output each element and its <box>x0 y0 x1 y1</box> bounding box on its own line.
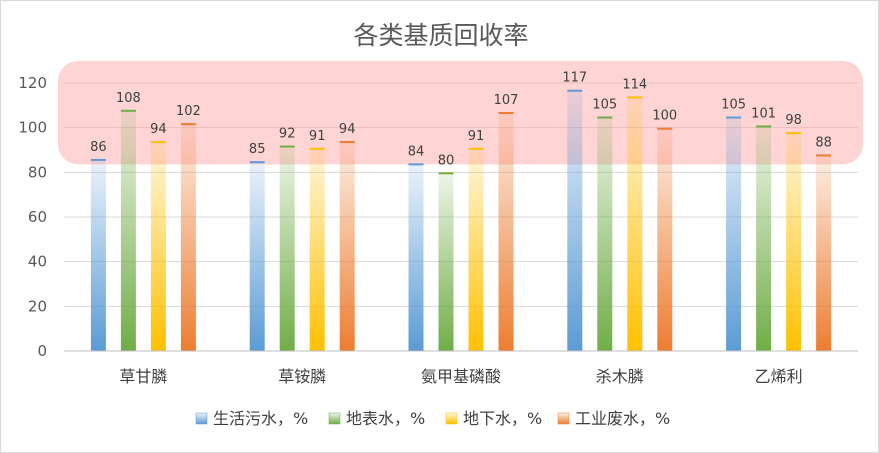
data-label: 114 <box>622 77 647 92</box>
bar <box>567 89 583 351</box>
data-label: 102 <box>176 104 201 119</box>
data-label: 105 <box>592 98 617 113</box>
legend-label: 地下水，% <box>463 409 542 428</box>
bar-cap <box>567 89 583 92</box>
bar <box>786 132 802 351</box>
data-label: 94 <box>339 122 356 137</box>
data-label: 98 <box>785 113 802 128</box>
bar-cap <box>309 147 325 150</box>
y-tick-label: 60 <box>28 208 47 226</box>
data-label: 92 <box>279 127 296 142</box>
bar-cap <box>438 172 454 175</box>
x-tick-label: 乙烯利 <box>755 367 803 386</box>
x-tick-label: 杀木膦 <box>596 367 644 386</box>
x-tick-label: 氨甲基磷酸 <box>421 367 501 386</box>
bar-cap <box>786 132 802 135</box>
bar <box>180 123 196 351</box>
data-label: 117 <box>562 71 587 86</box>
data-label: 84 <box>408 144 425 159</box>
bar-cap <box>726 116 742 119</box>
data-label: 107 <box>494 93 519 108</box>
bar <box>597 116 613 351</box>
bar-cap <box>150 141 166 144</box>
data-label: 88 <box>815 135 832 150</box>
bar-cap <box>249 161 265 164</box>
bar-cap <box>756 125 772 128</box>
legend-label: 地表水，% <box>346 409 425 428</box>
data-label: 91 <box>309 129 326 144</box>
bar-cap <box>90 158 106 161</box>
y-tick-label: 120 <box>18 74 47 92</box>
legend-swatch <box>195 412 208 425</box>
data-label: 108 <box>116 91 141 106</box>
legend: 生活污水，% 地表水，% 地下水，% 工业废水，% <box>195 409 670 428</box>
bar <box>408 163 424 351</box>
bar <box>498 112 514 352</box>
bar-cap <box>339 141 355 144</box>
bar-cap <box>408 163 424 166</box>
bar-cap <box>498 112 514 115</box>
y-tick-label: 40 <box>28 253 47 271</box>
bars <box>90 89 832 352</box>
bar <box>150 141 166 351</box>
x-tick-label: 草铵膦 <box>278 367 326 386</box>
bar-cap <box>627 96 643 99</box>
data-label: 91 <box>468 129 485 144</box>
bar <box>657 127 673 352</box>
bar-cap <box>816 154 832 157</box>
data-label: 85 <box>249 142 266 157</box>
bar-cap <box>279 145 295 148</box>
y-tick-label: 20 <box>28 297 47 315</box>
data-label: 86 <box>90 140 107 155</box>
data-label: 101 <box>751 106 776 121</box>
bar-cap <box>180 123 196 126</box>
bar-cap <box>120 109 136 112</box>
bar <box>627 96 643 352</box>
axes: 0 20 40 60 80 100 120 草甘膦 草铵膦 氨甲基磷酸 杀木膦 乙烯利 <box>18 74 858 386</box>
bar <box>726 116 742 351</box>
bar <box>309 147 325 351</box>
bar <box>249 161 265 351</box>
data-labels: 86 108 94 102 85 92 91 94 84 80 91 107 117 105 114 100 1… <box>90 71 832 169</box>
bar <box>468 147 484 351</box>
data-label: 94 <box>150 122 167 137</box>
chart-title: 各类基质回收率 <box>353 21 528 50</box>
bar <box>90 158 106 351</box>
bar <box>279 145 295 351</box>
data-label: 80 <box>438 153 455 168</box>
bar <box>816 154 832 351</box>
bar-cap <box>468 147 484 150</box>
y-tick-label: 100 <box>18 119 47 137</box>
legend-swatch <box>328 412 341 425</box>
legend-swatch <box>445 412 458 425</box>
gridlines <box>64 82 858 307</box>
bar <box>756 125 772 351</box>
legend-label: 生活污水，% <box>213 409 308 428</box>
x-tick-label: 草甘膦 <box>119 367 167 386</box>
bar-cap <box>657 127 673 130</box>
bar <box>339 141 355 351</box>
data-label: 100 <box>652 109 677 124</box>
y-tick-label: 80 <box>28 163 47 181</box>
bar <box>438 172 454 351</box>
legend-swatch <box>557 412 570 425</box>
y-tick-label: 0 <box>37 342 47 360</box>
bar-cap <box>597 116 613 119</box>
data-label: 105 <box>721 98 746 113</box>
bar <box>120 109 136 351</box>
legend-label: 工业废水，% <box>575 409 670 428</box>
